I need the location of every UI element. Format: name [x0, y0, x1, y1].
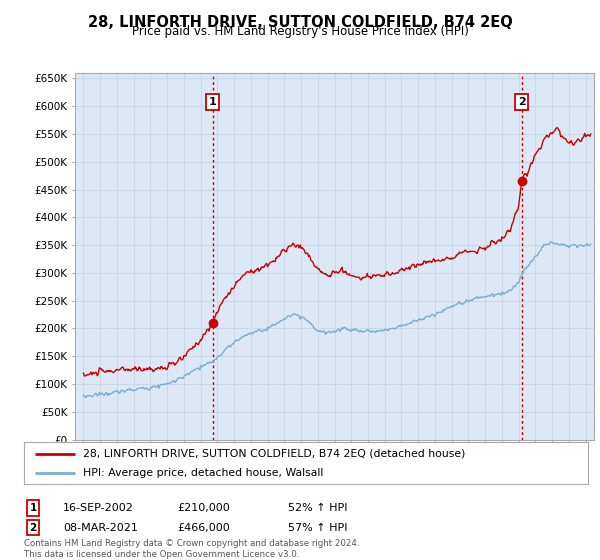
- Text: 57% ↑ HPI: 57% ↑ HPI: [288, 522, 347, 533]
- Text: 28, LINFORTH DRIVE, SUTTON COLDFIELD, B74 2EQ (detached house): 28, LINFORTH DRIVE, SUTTON COLDFIELD, B7…: [83, 449, 466, 459]
- Text: 2: 2: [29, 522, 37, 533]
- Text: Price paid vs. HM Land Registry's House Price Index (HPI): Price paid vs. HM Land Registry's House …: [131, 25, 469, 38]
- Text: 52% ↑ HPI: 52% ↑ HPI: [288, 503, 347, 513]
- Text: 2: 2: [518, 97, 526, 107]
- Text: Contains HM Land Registry data © Crown copyright and database right 2024.
This d: Contains HM Land Registry data © Crown c…: [24, 539, 359, 559]
- Text: 1: 1: [29, 503, 37, 513]
- Text: £210,000: £210,000: [177, 503, 230, 513]
- Text: 16-SEP-2002: 16-SEP-2002: [63, 503, 134, 513]
- Text: 08-MAR-2021: 08-MAR-2021: [63, 522, 138, 533]
- Text: HPI: Average price, detached house, Walsall: HPI: Average price, detached house, Wals…: [83, 468, 323, 478]
- Text: £466,000: £466,000: [177, 522, 230, 533]
- Text: 1: 1: [209, 97, 217, 107]
- Text: 28, LINFORTH DRIVE, SUTTON COLDFIELD, B74 2EQ: 28, LINFORTH DRIVE, SUTTON COLDFIELD, B7…: [88, 15, 512, 30]
